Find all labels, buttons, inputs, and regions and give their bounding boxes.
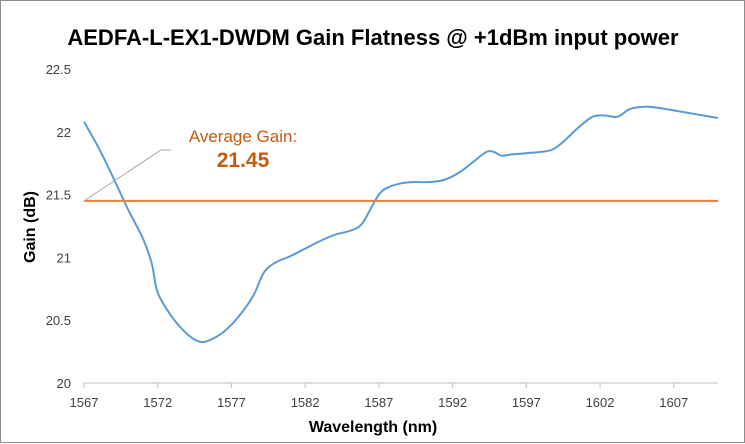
- annotation-leader-line: [83, 149, 171, 202]
- x-tick-label: 1572: [143, 395, 172, 410]
- y-tick-label: 22: [57, 125, 71, 140]
- y-tick-label: 21: [57, 250, 71, 265]
- x-tick-label: 1577: [217, 395, 246, 410]
- x-tick-label: 1592: [438, 395, 467, 410]
- x-tick-label: 1587: [364, 395, 393, 410]
- x-axis-label: Wavelength (nm): [309, 419, 437, 436]
- x-tick-label: 1607: [659, 395, 688, 410]
- x-tick-label: 1597: [512, 395, 541, 410]
- gain-series-line: [83, 105, 719, 344]
- y-tick-label: 21.5: [46, 188, 71, 203]
- average-gain-value: 21.45: [217, 149, 270, 172]
- x-tick-label: 1582: [291, 395, 320, 410]
- x-tick-label: 1567: [70, 395, 99, 410]
- y-axis-ticks: 20 20.5 21 21.5 22 22.5: [46, 62, 71, 391]
- x-axis-ticks: 1567 1572 1577 1582 1587 1592 1597 1602 1607: [70, 383, 688, 410]
- x-tick-label: 1602: [586, 395, 615, 410]
- y-tick-label: 20: [57, 376, 71, 391]
- series-layer: [83, 105, 719, 344]
- y-tick-label: 22.5: [46, 62, 71, 77]
- chart-title: AEDFA-L-EX1-DWDM Gain Flatness @ +1dBm i…: [67, 25, 679, 50]
- average-gain-label: Average Gain:: [189, 127, 297, 146]
- y-axis-label: Gain (dB): [22, 191, 39, 263]
- y-tick-label: 20.5: [46, 313, 71, 328]
